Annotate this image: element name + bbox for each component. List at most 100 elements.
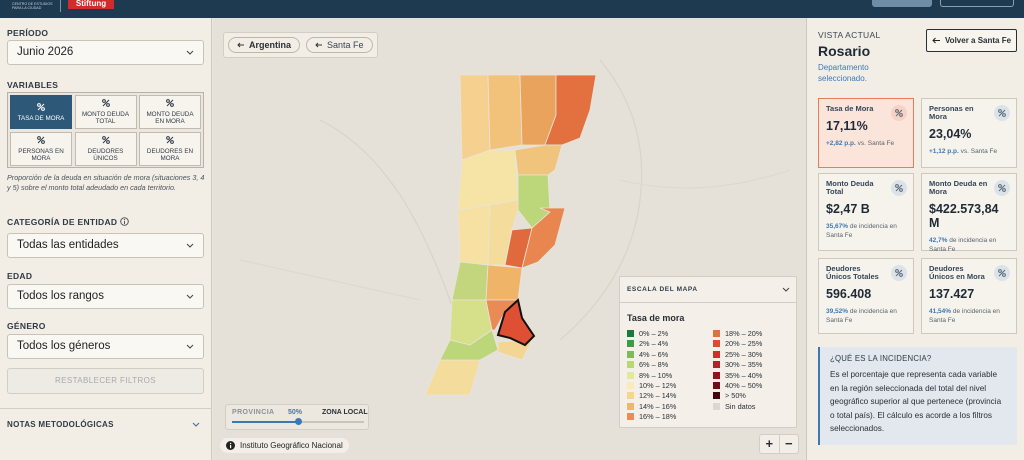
legend-label: 6% – 8%	[639, 360, 669, 370]
card-note: 42,7% de incidencia en Santa Fe	[929, 236, 1009, 254]
notes-toggle[interactable]: NOTAS METODOLÓGICAS	[7, 420, 114, 429]
card-value: 17,11%	[826, 119, 868, 133]
department[interactable]	[424, 359, 481, 396]
icon	[994, 265, 1010, 281]
legend-item: Sin datos	[713, 402, 755, 411]
legend-item: > 50%	[713, 391, 746, 400]
chevron	[782, 287, 790, 292]
zoom-in[interactable]: +	[760, 435, 780, 453]
card-note-highlight: +2,82 p.p.	[826, 140, 856, 147]
glyph	[998, 109, 1006, 117]
department[interactable]	[457, 204, 491, 266]
glyph	[37, 102, 45, 111]
card-note-text: vs. Santa Fe	[960, 148, 998, 155]
arrow-icon	[315, 42, 323, 48]
card-note: 39,52% de incidencia en Santa Fe	[826, 307, 906, 325]
brand[interactable]: Stiftung	[68, 0, 114, 9]
info-icon[interactable]	[120, 217, 129, 226]
label: PERÍODO	[7, 28, 49, 38]
legend-swatch	[627, 382, 634, 389]
card-note-text: de incidencia en Santa Fe	[929, 237, 997, 253]
legend-item: 8% – 10%	[627, 371, 672, 380]
slider-left: PROVINCIA	[232, 409, 275, 416]
metric-card: Monto Deuda en Mora $422.573,84 M 42,7% de…	[921, 173, 1017, 254]
card-note: +2,82 p.p. vs. Santa Fe	[826, 139, 906, 148]
variable-tile[interactable]: DEUDORES EN MORA	[139, 131, 201, 166]
reset-button[interactable]: RESTABLECER FILTROS	[7, 368, 204, 394]
map-area: Argentina Santa Fe PROVINCIA 50% ZONA LOC…	[213, 18, 806, 460]
metric-card[interactable]: Tasa de Mora 17,11% +2,82 p.p. vs. Santa F…	[818, 98, 914, 168]
legend-item: 2% – 4%	[627, 339, 668, 348]
entity-select[interactable]: Todas las entidades	[7, 233, 204, 258]
icon	[101, 99, 110, 109]
icon	[891, 180, 907, 196]
chevron	[186, 344, 194, 349]
variable-tile[interactable]: MONTO DEUDA EN MORA	[139, 95, 201, 129]
department[interactable]	[457, 149, 519, 211]
variable-tile[interactable]: TASA DE MORA	[10, 95, 72, 129]
header: CENTRO DE ESTUDIOS PARA LA CIUDAD Stiftu…	[0, 0, 1024, 18]
card-note-text: de incidencia en Santa Fe	[929, 308, 1000, 324]
variable-tile[interactable]: MONTO DEUDA TOTAL	[74, 95, 137, 129]
glyph	[101, 135, 110, 144]
legend-item: 10% – 12%	[627, 381, 676, 390]
age-select[interactable]: Todos los rangos	[7, 284, 204, 309]
slider[interactable]: PROVINCIA 50% ZONA LOCAL	[225, 404, 369, 430]
back-button[interactable]: Volver a Santa Fe	[926, 29, 1017, 52]
divider	[620, 302, 796, 303]
detail-panel: VISTA ACTUAL Rosario Departamento selecc…	[806, 18, 1024, 460]
divider	[60, 0, 61, 12]
select-value: Todas las entidades	[17, 239, 119, 251]
info-icon	[226, 441, 235, 450]
department[interactable]	[514, 144, 563, 176]
select-value: Todos los géneros	[17, 340, 111, 352]
place-type: Departamento seleccionado.	[818, 63, 869, 83]
header-button[interactable]	[872, 0, 932, 7]
glyph	[166, 99, 174, 107]
legend-header[interactable]: ESCALA DEL MAPA	[627, 286, 698, 293]
department[interactable]	[485, 264, 523, 301]
breadcrumb-text: Santa Fe	[327, 40, 364, 50]
card-title: Tasa de Mora	[826, 104, 874, 113]
legend-label: 10% – 12%	[639, 381, 677, 390]
breadcrumb[interactable]: Santa Fe	[306, 37, 373, 53]
label: CATEGORÍA DE ENTIDAD	[7, 217, 129, 227]
department[interactable]	[487, 74, 523, 151]
slider-value: 50%	[288, 409, 303, 416]
departments	[424, 74, 597, 396]
legend-item: 0% – 2%	[627, 329, 668, 338]
card-title: Deudores Únicos en Mora	[929, 264, 985, 281]
metric-card[interactable]: Personas en Mora 23,04% +1,12 p.p. vs. San…	[921, 98, 1017, 168]
department[interactable]	[451, 261, 489, 301]
zoom-out[interactable]: −	[784, 436, 793, 451]
card-value: 596.408	[826, 287, 872, 301]
variable-tile[interactable]: DEUDORES ÚNICOS	[74, 131, 137, 166]
variable-name: TASA DE MORA	[17, 114, 65, 122]
glyph	[895, 269, 903, 277]
department[interactable]	[521, 207, 566, 269]
department[interactable]	[459, 74, 491, 161]
chevron	[192, 422, 200, 427]
glyph	[895, 109, 903, 117]
legend-swatch	[627, 392, 634, 400]
legend-item: 18% – 20%	[713, 329, 762, 338]
variable-tile[interactable]: PERSONAS EN MORA	[10, 131, 72, 166]
period-select[interactable]: Junio 2026	[7, 40, 204, 65]
card-value: 137.427	[929, 287, 975, 301]
card-note-highlight: +1,12 p.p.	[929, 148, 959, 155]
legend-label: 25% – 30%	[725, 349, 763, 359]
legend-label: 30% – 35%	[725, 360, 763, 370]
gender-select[interactable]: Todos los géneros	[7, 334, 204, 359]
selected-department[interactable]	[496, 298, 536, 347]
legend-label: 12% – 14%	[639, 391, 677, 401]
header-button[interactable]	[940, 0, 1014, 7]
department[interactable]	[544, 74, 597, 146]
chevron	[186, 50, 194, 55]
org-name: CENTRO DE ESTUDIOS PARA LA CIUDAD	[12, 2, 53, 10]
department[interactable]	[485, 299, 520, 331]
variable-grid: TASA DE MORA MONTO DEUDA TOTAL MONTO DEUDA…	[7, 92, 204, 168]
breadcrumb[interactable]: Argentina	[228, 37, 301, 53]
slider-thumb[interactable]	[295, 418, 302, 425]
card-note-highlight: 42,7%	[929, 237, 948, 244]
